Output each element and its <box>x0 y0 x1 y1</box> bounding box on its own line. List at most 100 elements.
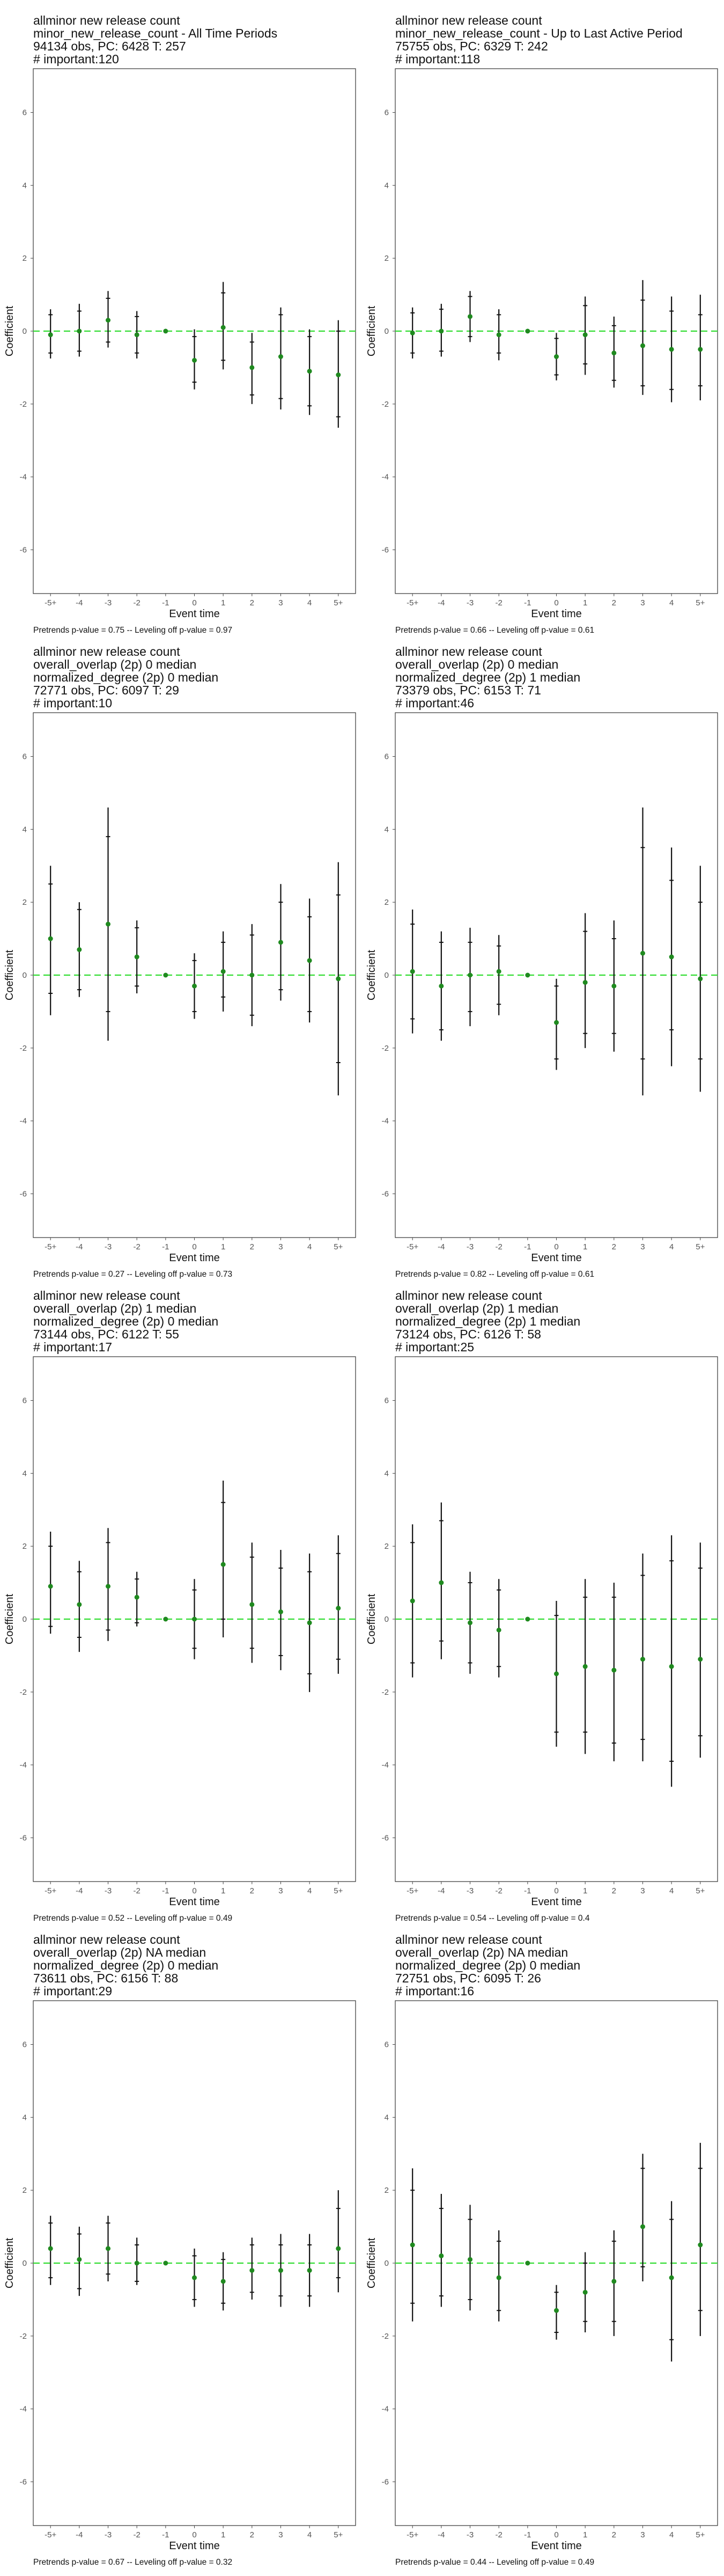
y-tick-label: 4 <box>23 181 27 190</box>
x-tick-label: -3 <box>105 1886 112 1896</box>
chart-title-line: # important:29 <box>33 1984 113 1998</box>
x-tick-label: 4 <box>669 2530 674 2540</box>
estimate-point <box>582 980 588 985</box>
x-tick-label: 5+ <box>696 1886 705 1896</box>
x-axis-label: Event time <box>531 2540 581 2552</box>
x-tick-label: 3 <box>640 1242 645 1252</box>
x-tick-label: 3 <box>278 598 283 608</box>
x-tick-label: 1 <box>221 2530 225 2540</box>
chart-title-line: allminor new release count <box>33 13 180 27</box>
y-axis-label: Coefficient <box>4 949 16 1000</box>
estimate-point <box>698 2242 703 2248</box>
estimate-point <box>525 972 530 978</box>
x-tick-label: -2 <box>134 1242 141 1252</box>
x-tick-label: -3 <box>105 1242 112 1252</box>
estimate-point <box>163 972 168 978</box>
estimate-point <box>48 1584 53 1589</box>
y-tick-label: 6 <box>385 2040 389 2050</box>
x-axis-label: Event time <box>169 608 219 620</box>
estimate-point <box>468 1620 473 1626</box>
estimate-point <box>439 983 444 989</box>
x-tick-label: 5+ <box>334 1242 343 1252</box>
estimate-point <box>582 332 588 338</box>
x-tick-label: 3 <box>640 598 645 608</box>
estimate-point <box>249 365 255 370</box>
chart-title-line: allminor new release count <box>395 1289 542 1302</box>
estimate-point <box>163 1616 168 1622</box>
estimate-point <box>307 958 312 963</box>
x-tick-label: -2 <box>134 2530 141 2540</box>
plot-svg: -6 -4 -2 0 2 4 6 -5+ -4 -3 -2 -1 0 1 2 3 4 5+ Event time Co… <box>4 2000 356 2552</box>
x-tick-label: 2 <box>612 598 616 608</box>
x-tick-label: -2 <box>496 2530 503 2540</box>
x-tick-label: -4 <box>438 1242 445 1252</box>
chart-title-line: overall_overlap (2p) 1 median <box>33 1301 197 1315</box>
chart-title-line: 73144 obs, PC: 6122 T: 55 <box>33 1327 179 1341</box>
y-tick-label: -4 <box>20 1117 27 1126</box>
x-tick-label: -4 <box>438 2530 445 2540</box>
chart-title-line: # important:17 <box>33 1340 113 1354</box>
y-tick-label: -4 <box>382 2405 389 2414</box>
estimate-point <box>77 328 82 334</box>
x-tick-label: -4 <box>438 598 445 608</box>
estimate-point <box>496 1627 501 1633</box>
x-tick-label: 0 <box>554 598 558 608</box>
chart-title-line: allminor new release count <box>395 645 542 658</box>
estimate-point <box>468 972 473 978</box>
estimate-point <box>48 936 53 941</box>
x-tick-label: -3 <box>105 2530 112 2540</box>
x-tick-label: -1 <box>524 598 531 608</box>
x-axis-label: Event time <box>169 2540 219 2552</box>
x-tick-label: -5+ <box>407 598 418 608</box>
x-axis-label: Event time <box>531 1896 581 1908</box>
x-tick-label: -3 <box>105 598 112 608</box>
y-tick-label: 6 <box>23 1396 27 1406</box>
y-tick-label: 6 <box>385 108 389 118</box>
chart-title-line: allminor new release count <box>395 13 542 27</box>
chart-panel: allminor new release count overall_overla… <box>0 1932 362 2576</box>
x-tick-label: 2 <box>612 2530 616 2540</box>
y-tick-label: 2 <box>23 254 27 263</box>
plot-border <box>395 2000 718 2526</box>
y-tick-label: 2 <box>23 898 27 907</box>
x-tick-label: 3 <box>640 1886 645 1896</box>
chart-title-line: 73124 obs, PC: 6126 T: 58 <box>395 1327 541 1341</box>
estimate-point <box>554 354 559 360</box>
x-tick-label: -3 <box>467 598 474 608</box>
chart-title-line: normalized_degree (2p) 1 median <box>395 670 581 684</box>
estimate-point <box>698 976 703 982</box>
estimate-point <box>554 1020 559 1025</box>
estimate-point <box>307 1620 312 1626</box>
plot-border <box>395 712 718 1238</box>
estimate-point <box>669 2275 674 2280</box>
x-tick-label: -2 <box>496 1886 503 1896</box>
estimate-point <box>77 947 82 952</box>
estimate-point <box>134 1594 139 1600</box>
plot-svg: -6 -4 -2 0 2 4 6 -5+ -4 -3 -2 -1 0 1 2 3 4 5+ Event time Co… <box>366 2000 718 2552</box>
x-axis-label: Event time <box>531 608 581 620</box>
y-tick-label: -4 <box>20 473 27 482</box>
chart-title-line: 72751 obs, PC: 6095 T: 26 <box>395 1971 541 1985</box>
estimate-point <box>582 1664 588 1669</box>
estimate-point <box>439 2253 444 2258</box>
estimate-point <box>220 1562 226 1567</box>
y-tick-label: -6 <box>20 2478 27 2487</box>
chart-title-line: overall_overlap (2p) 0 median <box>395 657 559 671</box>
estimate-point <box>278 354 283 360</box>
x-tick-label: -3 <box>467 1886 474 1896</box>
y-tick-label: -6 <box>382 2478 389 2487</box>
x-tick-label: -4 <box>76 1242 83 1252</box>
y-tick-label: -4 <box>382 1761 389 1770</box>
x-tick-label: 5+ <box>334 1886 343 1896</box>
x-tick-label: 1 <box>221 598 225 608</box>
x-tick-label: 4 <box>307 598 312 608</box>
x-tick-label: 4 <box>307 1886 312 1896</box>
x-tick-label: -4 <box>76 2530 83 2540</box>
x-tick-label: -1 <box>162 598 169 608</box>
x-tick-label: 2 <box>250 1886 254 1896</box>
x-tick-label: 4 <box>669 1242 674 1252</box>
chart-panel: allminor new release count overall_overla… <box>0 1288 362 1932</box>
chart-title-line: # important:46 <box>395 696 475 710</box>
estimate-point <box>410 2242 415 2248</box>
y-tick-label: 6 <box>385 1396 389 1406</box>
